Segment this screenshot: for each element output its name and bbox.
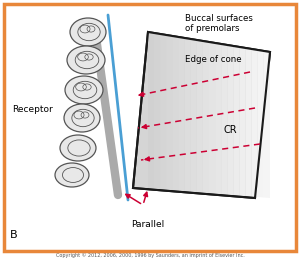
Polygon shape bbox=[178, 37, 184, 191]
Text: B: B bbox=[10, 230, 18, 240]
Polygon shape bbox=[209, 42, 215, 194]
Polygon shape bbox=[215, 43, 221, 194]
Polygon shape bbox=[233, 46, 239, 195]
Polygon shape bbox=[227, 45, 233, 195]
Polygon shape bbox=[184, 38, 191, 191]
Text: Copyright © 2012, 2006, 2000, 1996 by Saunders, an imprint of Elsevier Inc.: Copyright © 2012, 2006, 2000, 1996 by Sa… bbox=[56, 252, 244, 258]
Ellipse shape bbox=[64, 104, 100, 132]
Polygon shape bbox=[160, 34, 166, 190]
Polygon shape bbox=[197, 40, 203, 193]
Polygon shape bbox=[264, 51, 270, 198]
Polygon shape bbox=[203, 41, 209, 193]
Polygon shape bbox=[252, 49, 258, 197]
Polygon shape bbox=[258, 50, 264, 198]
Ellipse shape bbox=[60, 135, 96, 161]
Text: Edge of cone: Edge of cone bbox=[185, 55, 242, 64]
Ellipse shape bbox=[55, 163, 89, 187]
Text: Buccal surfaces
of premolars: Buccal surfaces of premolars bbox=[185, 14, 253, 33]
Polygon shape bbox=[148, 32, 154, 189]
Polygon shape bbox=[239, 47, 246, 196]
Polygon shape bbox=[133, 32, 270, 198]
Polygon shape bbox=[154, 33, 160, 189]
Polygon shape bbox=[246, 48, 252, 197]
Polygon shape bbox=[221, 44, 227, 194]
Polygon shape bbox=[172, 36, 178, 190]
Text: Parallel: Parallel bbox=[131, 220, 165, 229]
Text: CR: CR bbox=[223, 125, 237, 135]
Polygon shape bbox=[191, 39, 197, 192]
Text: Receptor: Receptor bbox=[12, 105, 53, 115]
Ellipse shape bbox=[67, 46, 105, 74]
Ellipse shape bbox=[70, 18, 106, 46]
Polygon shape bbox=[166, 35, 172, 190]
Ellipse shape bbox=[65, 76, 103, 104]
